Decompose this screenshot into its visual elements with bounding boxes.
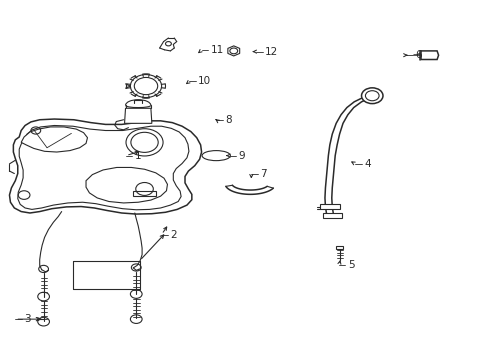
Text: 8: 8 <box>224 115 231 125</box>
Polygon shape <box>133 192 156 196</box>
Text: 7: 7 <box>260 168 266 179</box>
Text: 1: 1 <box>135 150 141 161</box>
Polygon shape <box>320 204 339 210</box>
Text: 5: 5 <box>347 260 354 270</box>
Polygon shape <box>124 108 152 123</box>
Ellipse shape <box>202 150 230 161</box>
Polygon shape <box>86 167 167 203</box>
Circle shape <box>361 88 382 104</box>
Text: 6: 6 <box>414 50 421 60</box>
Text: 9: 9 <box>238 150 245 161</box>
Text: 12: 12 <box>264 46 278 57</box>
Polygon shape <box>335 246 343 249</box>
Polygon shape <box>420 51 438 59</box>
Text: 10: 10 <box>198 76 211 86</box>
Polygon shape <box>9 119 201 214</box>
Text: 4: 4 <box>363 159 370 169</box>
Polygon shape <box>322 213 341 218</box>
Text: 3: 3 <box>24 314 31 324</box>
Text: 2: 2 <box>170 230 177 239</box>
Text: 11: 11 <box>210 45 223 55</box>
Polygon shape <box>227 46 239 56</box>
Polygon shape <box>21 127 87 152</box>
